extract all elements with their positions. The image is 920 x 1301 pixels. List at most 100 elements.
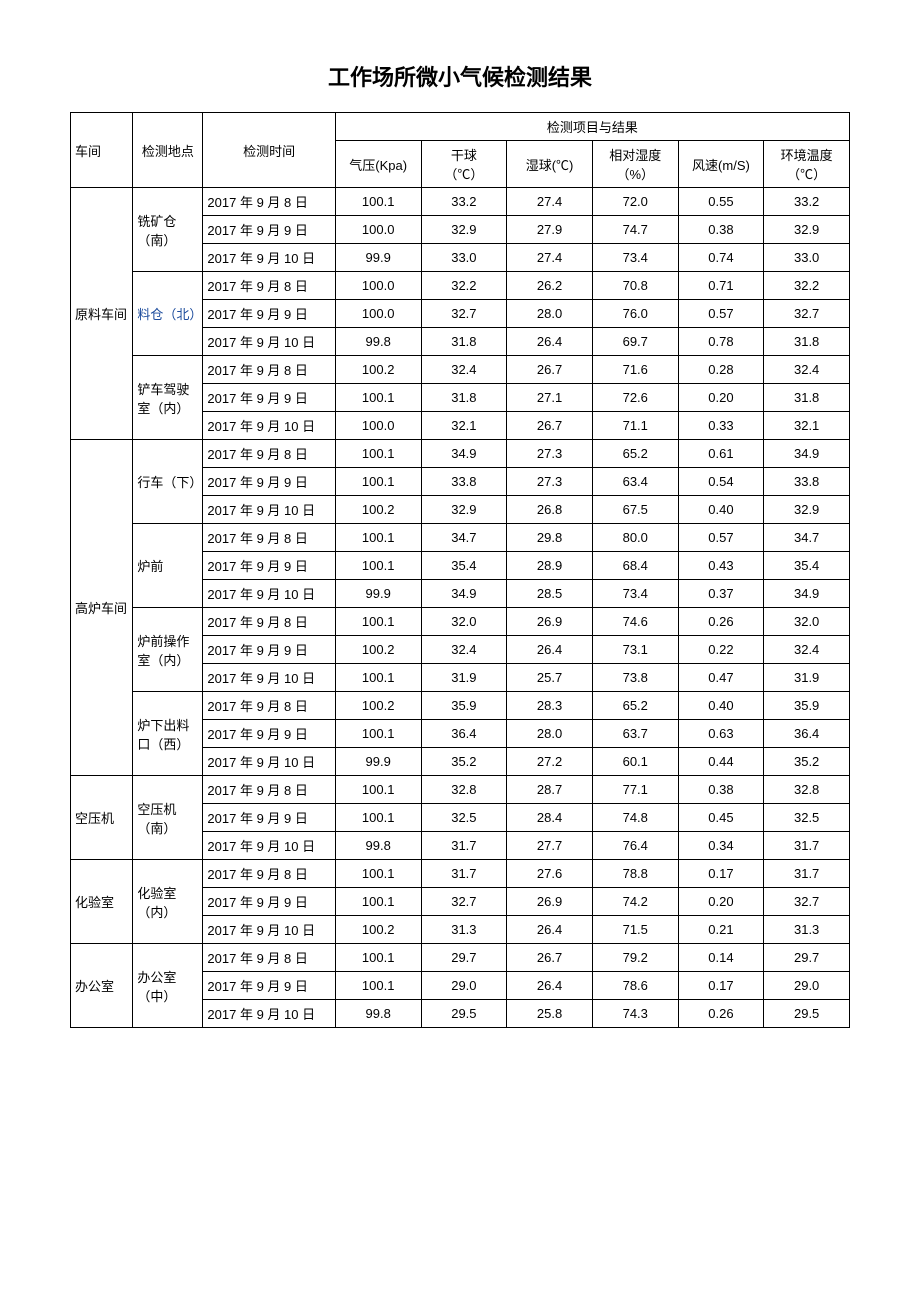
- data-cell: 0.57: [678, 300, 764, 328]
- data-cell: 63.4: [592, 468, 678, 496]
- header-drybulb: 干球 （℃）: [421, 141, 507, 188]
- data-cell: 0.71: [678, 272, 764, 300]
- time-cell: 2017 年 9 月 8 日: [203, 944, 335, 972]
- table-row: 空压机空压机（南）2017 年 9 月 8 日100.132.828.777.1…: [71, 776, 850, 804]
- time-cell: 2017 年 9 月 10 日: [203, 328, 335, 356]
- data-cell: 73.8: [592, 664, 678, 692]
- table-header: 车间 检测地点 检测时间 检测项目与结果 气压(Kpa) 干球 （℃） 湿球(℃…: [71, 113, 850, 188]
- data-cell: 100.1: [335, 720, 421, 748]
- data-cell: 29.7: [421, 944, 507, 972]
- data-cell: 72.6: [592, 384, 678, 412]
- data-cell: 32.8: [421, 776, 507, 804]
- header-wetbulb: 湿球(℃): [507, 141, 593, 188]
- data-cell: 31.8: [421, 328, 507, 356]
- table-row: 化验室化验室（内）2017 年 9 月 8 日100.131.727.678.8…: [71, 860, 850, 888]
- data-cell: 68.4: [592, 552, 678, 580]
- location-cell: 炉前: [133, 524, 203, 608]
- data-cell: 32.5: [764, 804, 850, 832]
- time-cell: 2017 年 9 月 9 日: [203, 888, 335, 916]
- data-cell: 32.4: [421, 356, 507, 384]
- data-cell: 0.38: [678, 776, 764, 804]
- time-cell: 2017 年 9 月 8 日: [203, 188, 335, 216]
- data-cell: 26.4: [507, 916, 593, 944]
- time-cell: 2017 年 9 月 9 日: [203, 972, 335, 1000]
- data-cell: 100.1: [335, 384, 421, 412]
- data-cell: 0.37: [678, 580, 764, 608]
- header-envtemp: 环境温度 （℃）: [764, 141, 850, 188]
- table-row: 铲车驾驶室（内）2017 年 9 月 8 日100.232.426.771.60…: [71, 356, 850, 384]
- data-cell: 79.2: [592, 944, 678, 972]
- header-humidity-l2: （%）: [616, 167, 654, 182]
- table-row: 原料车间铣矿仓（南）2017 年 9 月 8 日100.133.227.472.…: [71, 188, 850, 216]
- data-cell: 28.0: [507, 720, 593, 748]
- data-cell: 99.8: [335, 328, 421, 356]
- data-cell: 100.1: [335, 664, 421, 692]
- data-cell: 32.4: [421, 636, 507, 664]
- header-drybulb-l1: 干球: [451, 148, 477, 163]
- data-cell: 26.2: [507, 272, 593, 300]
- header-workshop: 车间: [71, 113, 133, 188]
- data-cell: 0.40: [678, 692, 764, 720]
- data-cell: 31.9: [764, 664, 850, 692]
- data-cell: 0.20: [678, 384, 764, 412]
- data-cell: 100.1: [335, 944, 421, 972]
- header-pressure: 气压(Kpa): [335, 141, 421, 188]
- data-cell: 99.8: [335, 1000, 421, 1028]
- time-cell: 2017 年 9 月 9 日: [203, 636, 335, 664]
- data-cell: 32.7: [421, 888, 507, 916]
- data-cell: 73.4: [592, 580, 678, 608]
- data-cell: 99.9: [335, 748, 421, 776]
- workshop-cell: 高炉车间: [71, 440, 133, 776]
- data-cell: 74.3: [592, 1000, 678, 1028]
- data-cell: 78.6: [592, 972, 678, 1000]
- header-humidity-l1: 相对湿度: [609, 148, 661, 163]
- time-cell: 2017 年 9 月 9 日: [203, 720, 335, 748]
- header-result-group: 检测项目与结果: [335, 113, 849, 141]
- data-cell: 99.9: [335, 580, 421, 608]
- data-cell: 71.6: [592, 356, 678, 384]
- data-cell: 73.1: [592, 636, 678, 664]
- data-cell: 34.7: [421, 524, 507, 552]
- data-cell: 74.2: [592, 888, 678, 916]
- data-cell: 100.2: [335, 916, 421, 944]
- location-cell: 办公室（中）: [133, 944, 203, 1028]
- data-cell: 27.7: [507, 832, 593, 860]
- data-cell: 100.1: [335, 608, 421, 636]
- data-cell: 0.57: [678, 524, 764, 552]
- data-cell: 27.4: [507, 244, 593, 272]
- data-cell: 0.38: [678, 216, 764, 244]
- data-cell: 32.2: [421, 272, 507, 300]
- data-cell: 32.9: [421, 496, 507, 524]
- data-cell: 26.4: [507, 636, 593, 664]
- data-cell: 67.5: [592, 496, 678, 524]
- data-cell: 0.34: [678, 832, 764, 860]
- location-cell: 铲车驾驶室（内）: [133, 356, 203, 440]
- data-cell: 32.9: [421, 216, 507, 244]
- data-cell: 28.3: [507, 692, 593, 720]
- data-cell: 36.4: [764, 720, 850, 748]
- header-time: 检测时间: [203, 113, 335, 188]
- data-cell: 35.9: [764, 692, 850, 720]
- data-cell: 29.7: [764, 944, 850, 972]
- data-cell: 31.8: [764, 328, 850, 356]
- time-cell: 2017 年 9 月 10 日: [203, 244, 335, 272]
- data-cell: 76.4: [592, 832, 678, 860]
- data-cell: 100.2: [335, 692, 421, 720]
- data-cell: 31.3: [764, 916, 850, 944]
- data-cell: 0.47: [678, 664, 764, 692]
- data-cell: 25.8: [507, 1000, 593, 1028]
- data-cell: 80.0: [592, 524, 678, 552]
- data-cell: 27.2: [507, 748, 593, 776]
- time-cell: 2017 年 9 月 9 日: [203, 552, 335, 580]
- data-cell: 0.54: [678, 468, 764, 496]
- data-cell: 60.1: [592, 748, 678, 776]
- location-cell: 炉下出料口（西）: [133, 692, 203, 776]
- time-cell: 2017 年 9 月 8 日: [203, 272, 335, 300]
- header-humidity: 相对湿度 （%）: [592, 141, 678, 188]
- data-cell: 31.8: [421, 384, 507, 412]
- data-cell: 33.0: [764, 244, 850, 272]
- location-cell: 料仓（北）: [133, 272, 203, 356]
- workshop-cell: 办公室: [71, 944, 133, 1028]
- data-cell: 32.9: [764, 216, 850, 244]
- data-cell: 100.1: [335, 188, 421, 216]
